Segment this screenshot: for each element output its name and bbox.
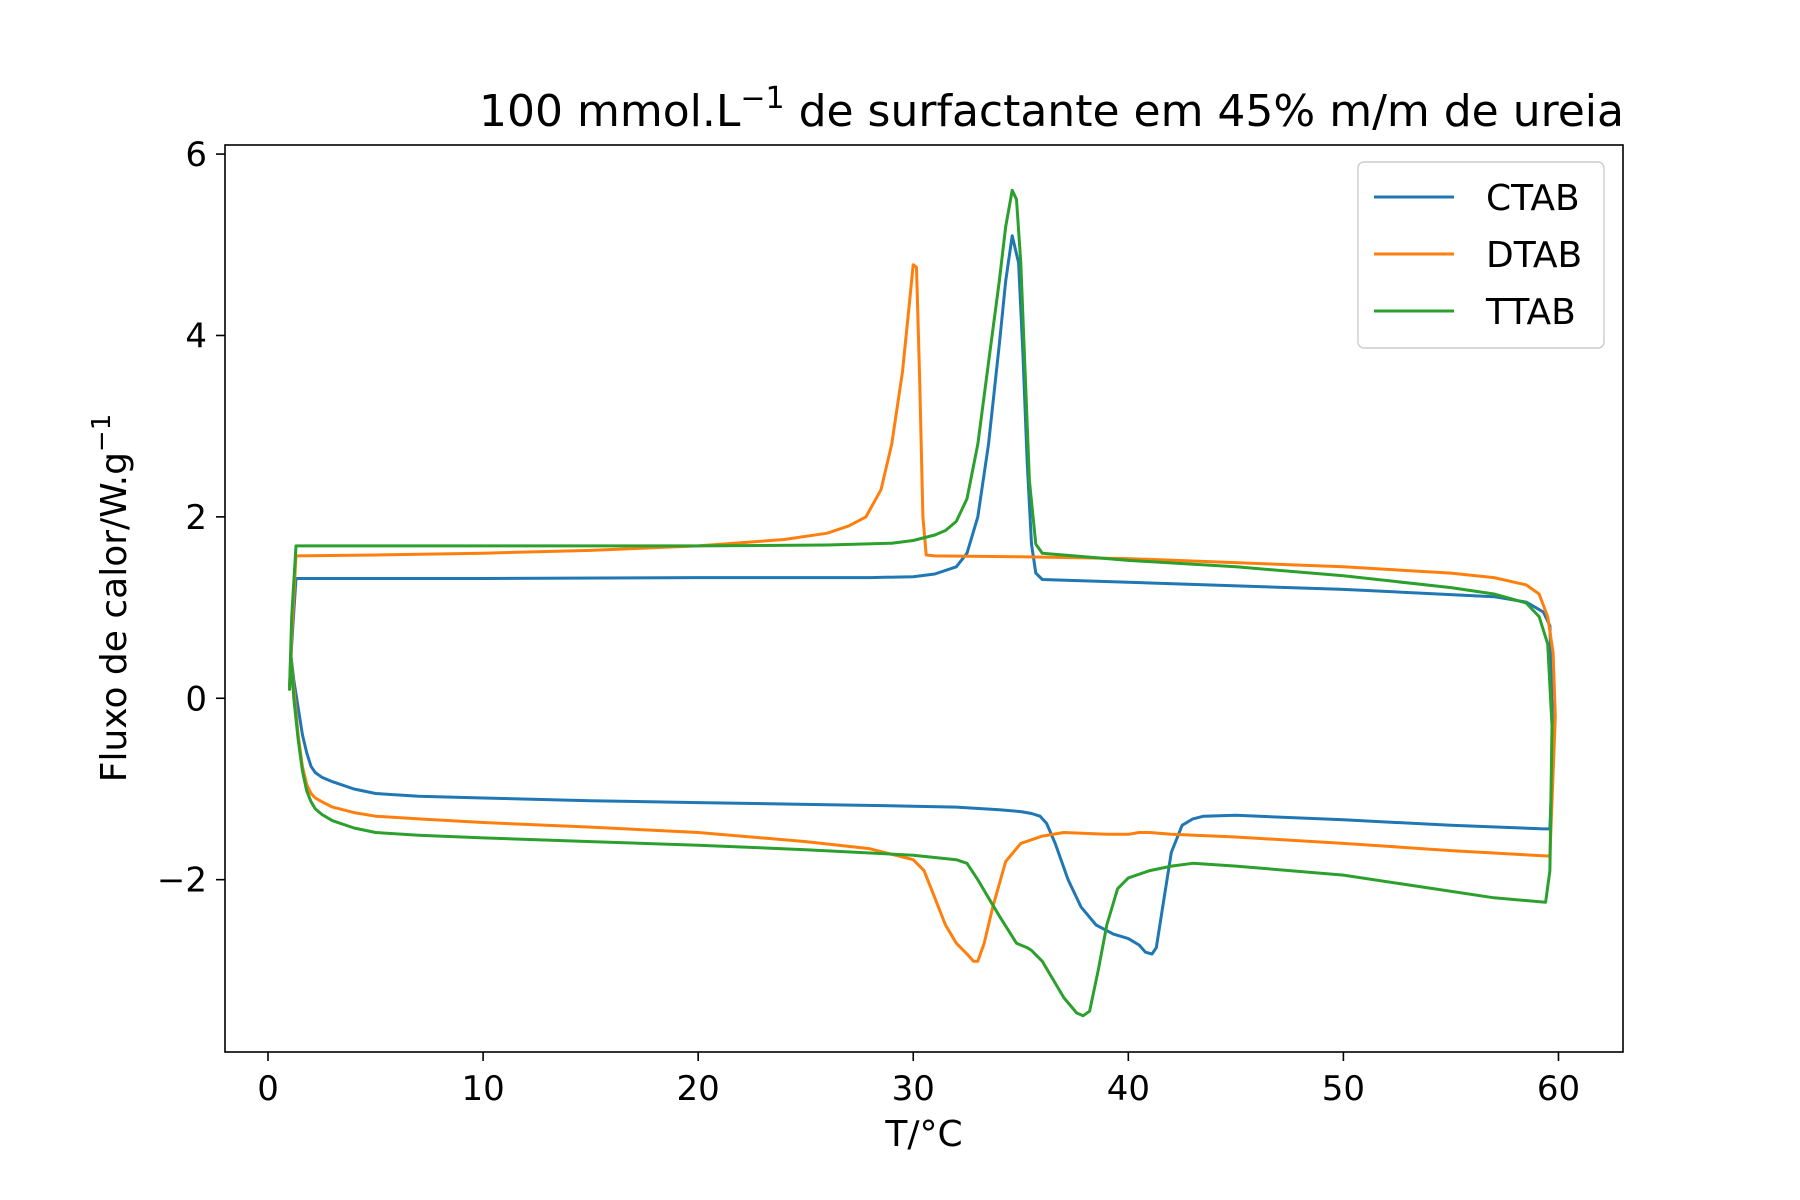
chart-title: 100 mmol.L−1 de surfactante em 45% m/m d… (479, 81, 1624, 137)
chart-title-main: 100 mmol.L (479, 86, 741, 137)
x-axis-label: T/°C (884, 1114, 962, 1155)
x-tick-label: 10 (461, 1069, 504, 1109)
x-tick-label: 60 (1537, 1069, 1580, 1109)
y-axis-ticks: −2 0 2 4 6 (157, 135, 225, 901)
x-tick-label: 40 (1107, 1069, 1150, 1109)
x-tick-label: 0 (257, 1069, 279, 1109)
y-axis-label-superscript: −1 (87, 414, 117, 452)
y-tick-label: 0 (185, 679, 207, 719)
x-tick-label: 50 (1322, 1069, 1365, 1109)
x-tick-label: 30 (892, 1069, 935, 1109)
plot-frame (224, 144, 1624, 1053)
series-line-ttab (288, 188, 1554, 1018)
legend-box (1357, 161, 1605, 349)
y-tick-label: 4 (185, 316, 207, 356)
y-tick-label: −2 (157, 861, 207, 901)
y-axis-label: Fluxo de calor/W.g−1 (87, 414, 135, 783)
legend-label-dtab: DTAB (1486, 235, 1582, 276)
plot-lines (288, 188, 1557, 1018)
x-axis-ticks: 0 10 20 30 40 50 60 (257, 1052, 1580, 1109)
x-tick-label: 20 (677, 1069, 720, 1109)
chart-title-superscript: −1 (740, 81, 784, 116)
chart-title-suffix: de surfactante em 45% m/m de ureia (785, 86, 1624, 137)
y-tick-label: 6 (185, 135, 207, 175)
series-line-ctab (288, 234, 1555, 956)
y-axis-label-main: Fluxo de calor/W.g (94, 452, 135, 782)
legend: CTAB DTAB TTAB (1357, 161, 1605, 349)
series-line-dtab (288, 263, 1557, 963)
legend-label-ttab: TTAB (1485, 292, 1576, 333)
y-tick-label: 2 (185, 498, 207, 538)
legend-label-ctab: CTAB (1486, 178, 1580, 219)
